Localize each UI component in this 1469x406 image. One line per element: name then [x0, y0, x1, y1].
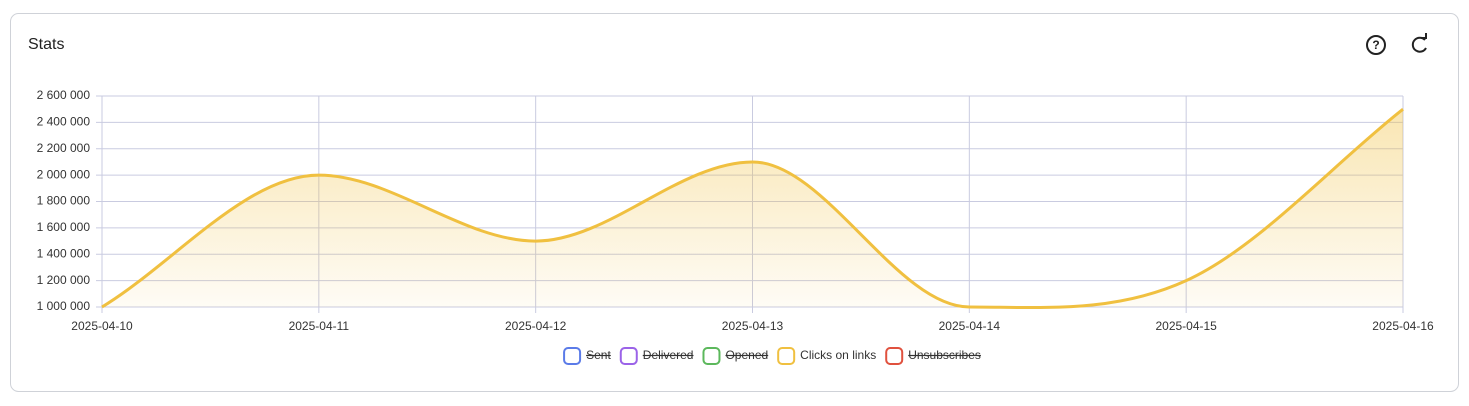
legend-item[interactable]: Sent — [563, 347, 611, 365]
y-tick-label: 2 000 000 — [37, 167, 91, 181]
y-tick-label: 1 400 000 — [37, 246, 91, 260]
x-tick-label: 2025-04-13 — [722, 319, 784, 333]
legend-item[interactable]: Unsubscribes — [885, 347, 981, 365]
y-tick-label: 1 200 000 — [37, 273, 91, 287]
legend-swatch — [702, 347, 721, 365]
legend-label: Sent — [586, 348, 611, 362]
area-fill — [102, 109, 1403, 308]
y-tick-label: 1 800 000 — [37, 194, 91, 208]
legend-swatch — [619, 347, 638, 365]
legend-item[interactable]: Delivered — [619, 347, 694, 365]
y-tick-label: 2 600 000 — [37, 88, 91, 102]
x-tick-label: 2025-04-15 — [1155, 319, 1217, 333]
legend-label: Clicks on links — [800, 348, 876, 362]
refresh-icon[interactable] — [1411, 33, 1427, 53]
help-icon[interactable]: ? — [1366, 35, 1386, 55]
legend: Sent Delivered Opened Clicks on links Unsubs… — [563, 347, 981, 365]
y-tick-label: 2 400 000 — [37, 115, 91, 129]
legend-swatch — [563, 347, 582, 365]
legend-label: Delivered — [643, 348, 694, 362]
x-tick-label: 2025-04-16 — [1372, 319, 1434, 333]
series-line — [101, 108, 1404, 310]
x-tick-label: 2025-04-10 — [71, 319, 133, 333]
legend-item[interactable]: Clicks on links — [777, 347, 876, 365]
legend-label: Unsubscribes — [908, 348, 981, 362]
y-tick-label: 1 600 000 — [37, 220, 91, 234]
x-tick-label: 2025-04-12 — [505, 319, 567, 333]
legend-swatch — [777, 347, 796, 365]
x-tick-label: 2025-04-11 — [289, 319, 350, 333]
x-tick-label: 2025-04-14 — [939, 319, 1001, 333]
y-tick-label: 1 000 000 — [37, 299, 91, 313]
legend-swatch — [885, 347, 904, 365]
legend-label: Opened — [725, 348, 768, 362]
legend-item[interactable]: Opened — [702, 347, 768, 365]
svg-text:?: ? — [1372, 38, 1379, 52]
y-tick-label: 2 200 000 — [37, 141, 91, 155]
card-title: Stats — [28, 36, 64, 53]
